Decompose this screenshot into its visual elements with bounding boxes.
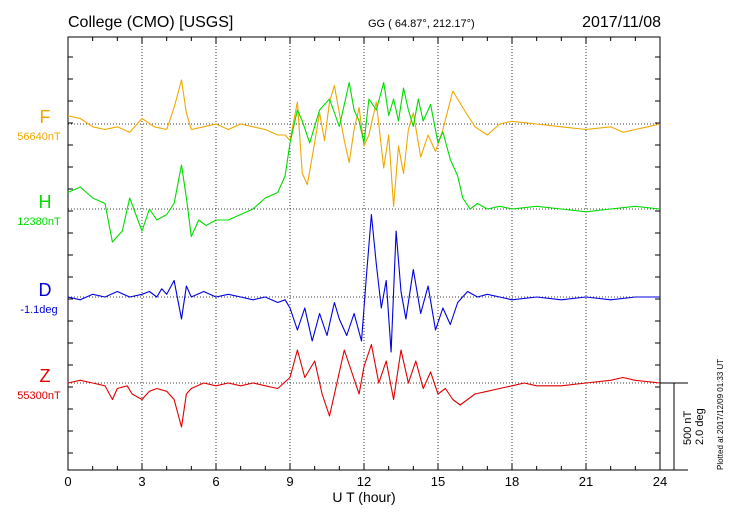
x-tick-labels: 0 3 6 9 12 15 18 21 24 (64, 474, 667, 489)
axis-ticks (67, 37, 661, 470)
series-name-d: D (39, 280, 52, 300)
series-labels: F 56640nT H 12380nT D -1.1deg Z 55300nT (17, 107, 61, 402)
series-baseline-z: 55300nT (17, 390, 61, 402)
x-tick-label: 0 (64, 474, 71, 489)
x-tick-label: 21 (579, 474, 593, 489)
station-title: College (CMO) [USGS] (68, 14, 233, 31)
x-tick-label: 6 (212, 474, 219, 489)
series-line-d (67, 213, 660, 353)
series-line-z (67, 343, 661, 428)
date-label: 2017/11/08 (582, 14, 661, 31)
series-name-z: Z (40, 366, 51, 386)
plotted-note: Plotted at 2017/12/09 01:33 UT (716, 359, 725, 470)
x-tick-label: 18 (505, 474, 519, 489)
series-name-f: F (40, 107, 51, 127)
scale-bar-deg: 2.0 deg (694, 408, 706, 445)
x-tick-label: 3 (138, 474, 145, 489)
scale-bar-nt: 500 nT (682, 410, 694, 445)
x-axis-label: U T (hour) (332, 489, 395, 505)
series-baseline-f: 56640nT (17, 131, 61, 143)
series-baseline-d: -1.1deg (20, 304, 57, 316)
x-tick-label: 24 (653, 474, 667, 489)
series-name-h: H (39, 192, 52, 212)
series-line-f (67, 79, 661, 208)
scale-bar: 500 nT 2.0 deg (660, 382, 706, 471)
series-group (67, 79, 661, 428)
x-tick-label: 15 (431, 474, 445, 489)
series-line-h (67, 81, 661, 243)
x-tick-label: 12 (357, 474, 371, 489)
series-baseline-h: 12380nT (17, 216, 61, 228)
grid (68, 37, 660, 470)
geo-coordinates: GG ( 64.87°, 212.17°) (368, 18, 475, 30)
x-tick-label: 9 (286, 474, 293, 489)
